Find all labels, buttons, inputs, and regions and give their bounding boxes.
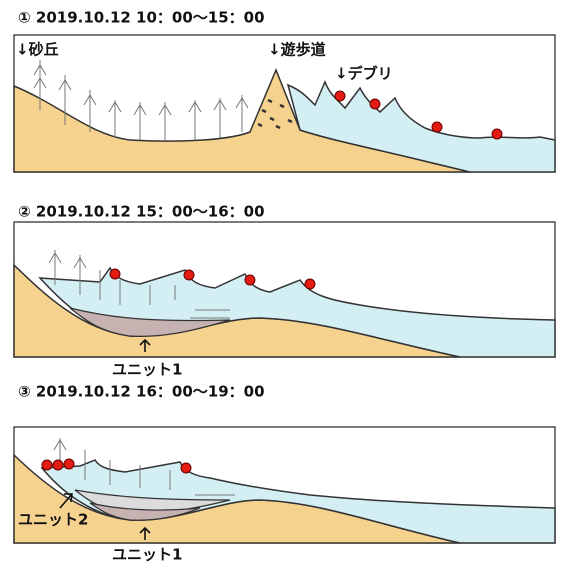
- panel-2: ② 2019.10.12 15：00～16：00 ユニット1: [13, 203, 556, 379]
- trees: [53, 438, 235, 496]
- label: ↓デブリ: [335, 65, 393, 83]
- dune-texture: [257, 98, 293, 130]
- pointer-arrow: [139, 526, 151, 540]
- unit-1-lens: [89, 502, 201, 521]
- panel-3: ③ 2019.10.12 16：00～19：00 ユニット2 ユニット1: [13, 383, 556, 564]
- label: ユニット2: [18, 511, 88, 529]
- debris-dot: [109, 268, 121, 280]
- debris-dot: [491, 128, 503, 140]
- label: ユニット1: [112, 361, 182, 379]
- debris-dot: [334, 90, 346, 102]
- panel-1: ① 2019.10.12 10：00～15：00 ↓砂丘 ↓遊歩道 ↓デブリ: [13, 9, 556, 173]
- pointer-arrow: [59, 493, 73, 509]
- panel-title: ① 2019.10.12 10：00～15：00: [18, 9, 265, 27]
- debris-dot: [63, 458, 75, 470]
- label: ↓遊歩道: [268, 41, 326, 59]
- debris-dot: [304, 278, 316, 290]
- water: [286, 80, 556, 173]
- panel-title: ③ 2019.10.12 16：00～19：00: [18, 383, 265, 401]
- trees: [48, 250, 230, 319]
- debris-dot: [180, 462, 192, 474]
- pointer-arrow: [139, 338, 151, 352]
- label: ↓砂丘: [16, 41, 59, 59]
- debris-dot: [431, 121, 443, 133]
- unit-1-lens: [69, 307, 231, 337]
- debris-dot: [52, 459, 64, 471]
- debris-dot: [41, 459, 53, 471]
- panel-title: ② 2019.10.12 15：00～16：00: [18, 203, 265, 221]
- debris-dot: [369, 98, 381, 110]
- debris-dot: [244, 274, 256, 286]
- debris-dot: [183, 269, 195, 281]
- trees: [33, 60, 249, 140]
- label: ユニット1: [112, 546, 182, 564]
